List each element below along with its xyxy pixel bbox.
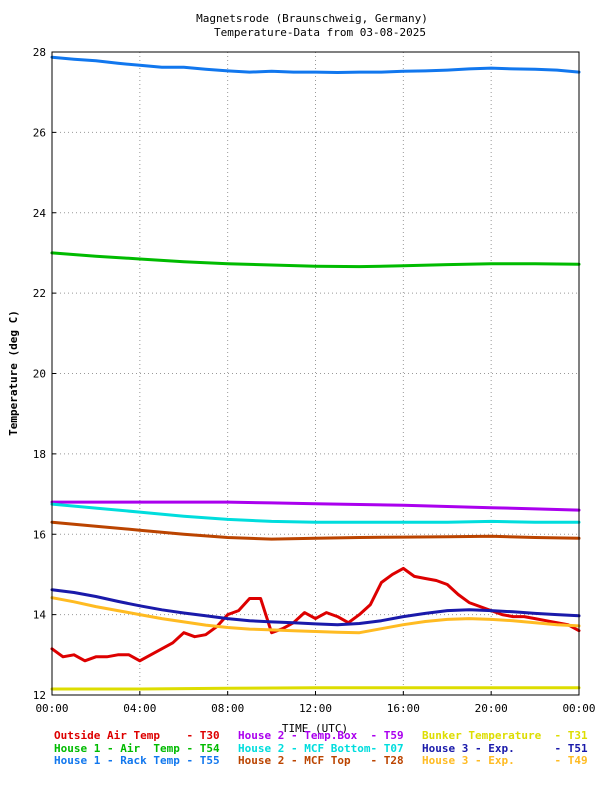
y-axis-ticks: 12 14 16 18 20 22 24 26 28 xyxy=(33,46,56,702)
legend-entry: House 1 - Air Temp - T54 xyxy=(54,742,220,755)
legend-entry: Bunker Temperature - T31 xyxy=(422,729,588,742)
x-axis-label: TIME (UTC) xyxy=(282,722,348,735)
y-tick-label: 12 xyxy=(33,689,46,702)
x-tick-label: 04:00 xyxy=(123,702,156,715)
y-tick-label: 20 xyxy=(33,368,46,381)
series-line xyxy=(50,500,581,512)
series-layer xyxy=(50,55,581,691)
x-tick-label: 12:00 xyxy=(299,702,332,715)
y-tick-label: 26 xyxy=(33,126,46,139)
x-tick-label: 16:00 xyxy=(387,702,420,715)
series-line xyxy=(50,566,581,663)
y-tick-label: 28 xyxy=(33,46,46,59)
series-line xyxy=(50,596,581,635)
y-tick-label: 14 xyxy=(33,609,47,622)
series-line xyxy=(50,520,581,541)
legend-entry: House 1 - Rack Temp - T55 xyxy=(54,754,220,767)
series-line xyxy=(50,588,581,627)
x-tick-label: 20:00 xyxy=(475,702,508,715)
x-tick-label: 00:00 xyxy=(35,702,68,715)
series-line xyxy=(50,55,581,74)
legend-entry: House 3 - Exp. - T49 xyxy=(422,754,588,767)
legend-entry: House 3 - Exp. - T51 xyxy=(422,742,588,755)
legend-entry: Outside Air Temp - T30 xyxy=(54,729,220,742)
series-line xyxy=(50,251,581,269)
x-axis-ticks: 00:00 04:00 08:00 12:00 16:00 20:00 00:00 xyxy=(35,691,596,715)
grid-lines xyxy=(52,52,579,695)
legend: Outside Air Temp - T30 House 2 - Temp.Box… xyxy=(54,729,588,767)
y-tick-label: 24 xyxy=(33,207,47,220)
series-line xyxy=(50,502,581,524)
y-axis-label: Temperature (deg C) xyxy=(7,310,20,436)
y-tick-label: 18 xyxy=(33,448,46,461)
legend-entry: House 2 - Temp.Box - T59 xyxy=(238,729,404,742)
x-tick-label: 08:00 xyxy=(211,702,244,715)
chart-subtitle: Temperature-Data from 03-08-2025 xyxy=(214,26,426,39)
legend-entry: House 2 - MCF Bottom- T07 xyxy=(238,742,404,755)
y-tick-label: 16 xyxy=(33,528,46,541)
x-tick-label: 00:00 xyxy=(562,702,595,715)
legend-entry: House 2 - MCF Top - T28 xyxy=(238,754,404,767)
series-line xyxy=(50,686,581,691)
y-tick-label: 22 xyxy=(33,287,46,300)
chart-title: Magnetsrode (Braunschweig, Germany) xyxy=(196,12,428,25)
